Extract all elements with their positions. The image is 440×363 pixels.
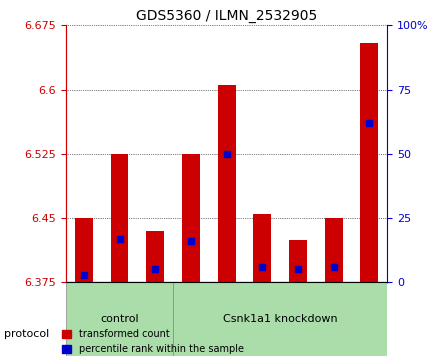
Bar xyxy=(289,240,307,282)
Text: Csnk1a1 knockdown: Csnk1a1 knockdown xyxy=(223,314,337,324)
Bar xyxy=(209,282,245,283)
Bar xyxy=(66,282,173,356)
Legend: transformed count, percentile rank within the sample: transformed count, percentile rank withi… xyxy=(58,326,248,358)
Bar xyxy=(182,154,200,282)
Bar xyxy=(316,282,352,283)
Bar xyxy=(75,218,93,282)
Bar xyxy=(253,214,271,282)
Bar xyxy=(360,42,378,282)
Text: control: control xyxy=(100,314,139,324)
Bar xyxy=(218,85,235,282)
Bar xyxy=(352,282,387,283)
Bar xyxy=(102,282,137,283)
Bar xyxy=(66,282,102,283)
Bar xyxy=(325,218,343,282)
Bar xyxy=(245,282,280,283)
Title: GDS5360 / ILMN_2532905: GDS5360 / ILMN_2532905 xyxy=(136,9,317,23)
Bar xyxy=(173,282,209,283)
Bar xyxy=(280,282,316,283)
Bar xyxy=(146,231,164,282)
Bar xyxy=(173,282,387,356)
Text: protocol: protocol xyxy=(4,329,50,339)
Bar xyxy=(110,154,128,282)
Bar xyxy=(137,282,173,283)
